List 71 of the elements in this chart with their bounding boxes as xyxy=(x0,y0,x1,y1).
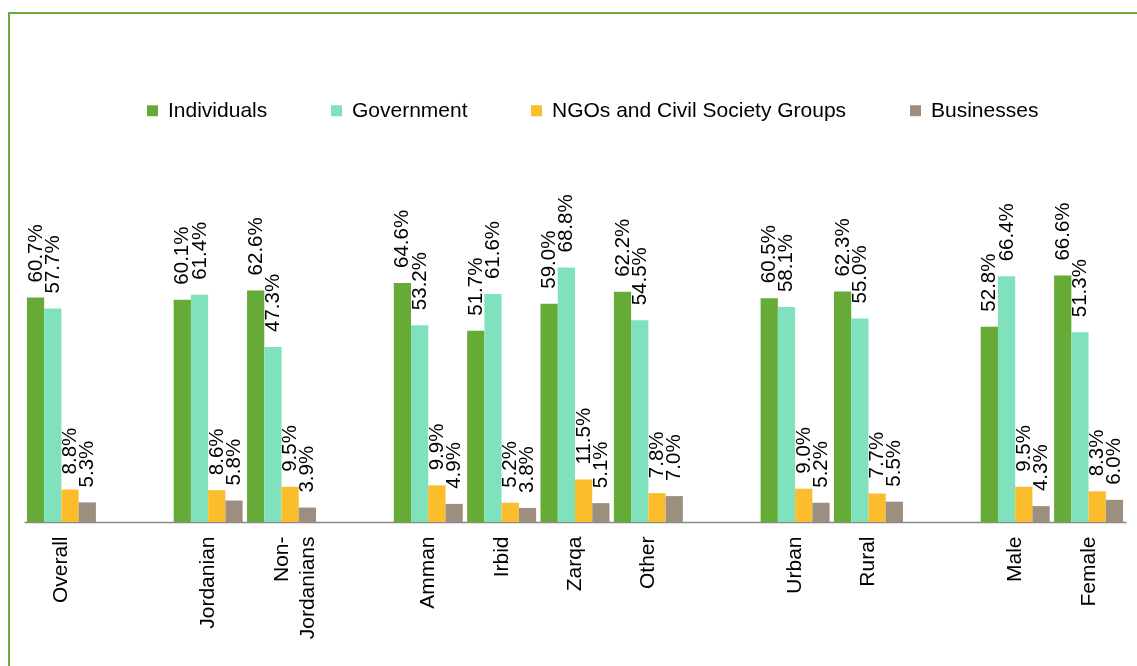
legend-label: Government xyxy=(352,97,468,121)
bar xyxy=(298,507,317,522)
bar xyxy=(812,502,830,522)
data-label: 8.6% xyxy=(203,428,227,476)
bar xyxy=(868,493,886,522)
x-tick-label: Male xyxy=(1002,536,1026,583)
data-label: 52.8% xyxy=(976,253,1000,312)
bar xyxy=(281,486,299,522)
bar xyxy=(833,291,852,522)
data-label: 51.7% xyxy=(462,257,486,316)
bar xyxy=(648,493,666,522)
data-label: 51.3% xyxy=(1066,259,1090,318)
data-label: 9.5% xyxy=(1010,425,1034,472)
bar xyxy=(980,326,998,522)
bar xyxy=(592,503,610,522)
bar xyxy=(1032,506,1050,522)
bar xyxy=(518,507,537,522)
data-label: 9.9% xyxy=(423,423,447,471)
bar xyxy=(1054,275,1072,522)
bar xyxy=(885,501,903,522)
bar xyxy=(26,297,45,522)
bar xyxy=(631,320,649,522)
legend-label: NGOs and Civil Society Groups xyxy=(552,97,847,121)
bar xyxy=(190,294,209,522)
bar xyxy=(1015,486,1033,522)
bar xyxy=(851,318,869,522)
x-tick-label: Rural xyxy=(855,536,879,587)
bar xyxy=(428,485,446,522)
bar xyxy=(1071,332,1089,522)
bar xyxy=(613,291,632,522)
bar xyxy=(247,290,265,522)
legend-label: Businesses xyxy=(931,97,1039,121)
bar xyxy=(760,298,778,522)
bar xyxy=(411,325,429,522)
bar xyxy=(393,282,412,522)
data-label: 7.8% xyxy=(643,431,667,479)
bar xyxy=(557,267,575,522)
bar xyxy=(61,489,79,522)
bar xyxy=(78,502,96,522)
data-label: 47.3% xyxy=(259,273,283,332)
bar xyxy=(208,490,226,522)
bar xyxy=(1088,491,1106,522)
data-label: 66.6% xyxy=(1049,202,1073,261)
bar xyxy=(997,276,1016,522)
data-label: 64.6% xyxy=(389,209,413,268)
x-tick-label: Non-Jordanians xyxy=(268,536,318,640)
x-tick-label: Female xyxy=(1075,536,1099,607)
bar xyxy=(467,330,485,522)
x-tick-label: Amman xyxy=(415,536,439,609)
bar xyxy=(44,308,62,522)
bar xyxy=(665,496,683,522)
bar xyxy=(445,503,463,522)
x-tick-label: Jordanian xyxy=(195,536,219,629)
data-label: 62.6% xyxy=(242,217,266,276)
x-tick-label: Overall xyxy=(48,536,72,604)
bar xyxy=(484,294,502,522)
x-tick-label: Zarqa xyxy=(562,536,585,592)
bar xyxy=(173,299,191,522)
bar xyxy=(264,346,282,522)
bar xyxy=(540,303,558,522)
bar xyxy=(1105,499,1124,522)
x-tick-label: Urban xyxy=(782,536,806,594)
bar xyxy=(777,307,796,522)
bar xyxy=(225,500,243,522)
bar xyxy=(501,502,519,522)
x-tick-label: Other xyxy=(635,536,659,590)
bar xyxy=(575,479,593,522)
bar xyxy=(795,488,813,522)
data-label: 60.1% xyxy=(169,226,193,285)
x-tick-label: Irbid xyxy=(488,536,512,578)
legend-label: Individuals xyxy=(168,97,268,121)
